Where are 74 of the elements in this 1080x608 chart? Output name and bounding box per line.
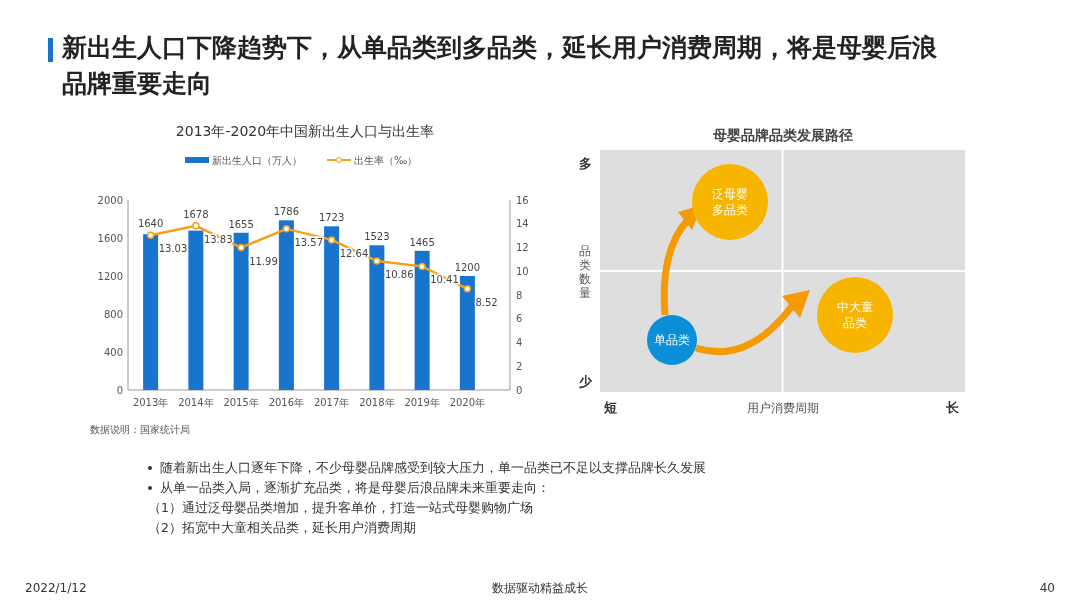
point [282,225,291,233]
data-label: 1655 [228,218,254,230]
x-tick-label: 2015年 [223,397,259,408]
text: 母婴品牌品类发展路径 [712,127,853,143]
y2-tick-label: 2 [516,360,523,372]
bar [143,234,159,390]
y-tick-label: 800 [103,308,123,320]
point [237,243,245,252]
x-tick-label: 2014年 [178,397,214,408]
point [373,257,381,265]
y2-tick-label: 10 [516,265,529,277]
x-tick-label: 2016年 [268,397,305,408]
x-tick-label: 2013年 [132,397,169,408]
text: 40 [1039,581,1055,595]
bar [188,230,204,390]
text: 数据驱动精益成长 [492,581,588,595]
bar [324,226,340,390]
data-label: 1523 [364,231,390,243]
text: 中大童品类 [837,300,873,330]
text: 短 [602,400,617,415]
point [418,262,426,271]
y2-tick-label: 0 [516,384,523,396]
text: 单品类 [654,333,690,347]
bar [278,220,294,390]
bar [233,232,249,390]
y2-tick-label: 14 [516,218,529,230]
text: 长 [944,400,960,415]
legend-label: 新出生人口（万人） [212,155,302,166]
data-label: 11.99 [249,255,278,267]
y2-tick-label: 4 [516,337,523,348]
y-tick-label: 0 [116,384,123,396]
text: 随着新出生人口逐年下降，不少母婴品牌感受到较大压力，单一品类已不足以支撑品牌长久发展 [160,460,706,475]
data-label: 8.52 [475,296,498,308]
y-tick-label: 2000 [97,194,123,206]
data-label: 1200 [454,262,481,273]
y2-tick-label: 6 [516,313,523,325]
text: 2022/1/12 [25,581,87,595]
y-tick-label: 1600 [97,232,123,244]
bar [414,250,430,390]
text: （2）拓宽中大童相关品类，延长用户消费周期 [148,520,416,535]
text: 泛母婴多品类 [712,187,748,217]
point [146,231,155,240]
bar [369,245,385,390]
y-tick-label: 1200 [97,270,123,282]
y-tick-label: 400 [103,346,123,358]
data-label: 1465 [409,236,435,248]
data-label: 1678 [183,208,209,220]
y2-tick-label: 12 [516,242,529,253]
legend-label: 出生率（‰） [354,155,418,166]
point [463,285,472,293]
x-tick-label: 2020年 [449,397,486,408]
text: 从单一品类入局，逐渐扩充品类，将是母婴后浪品牌未来重要走向： [160,480,550,495]
x-tick-label: 2019年 [404,397,440,408]
x-tick-label: 2018年 [359,397,395,408]
y2-tick-label: 16 [516,194,529,206]
data-label: 1723 [318,212,345,224]
data-label: 10.86 [384,269,414,281]
data-label: 1786 [273,206,300,218]
text: 品类数量 [579,244,591,300]
data-label: 13.57 [294,236,324,248]
text: 多 [578,156,592,171]
text: （1）通过泛母婴品类增加，提升客单价，打造一站式母婴购物广场 [148,500,533,515]
text: 数据说明：国家统计局 [90,424,190,435]
chart-title: 2013年-2020年中国新出生人口与出生率 [175,123,435,139]
data-label: 13.03 [158,243,188,255]
point [192,222,200,230]
text: 少 [577,374,593,389]
point [327,236,336,244]
text: 新出生人口下降趋势下，从单品类到多品类，延长用户消费周期，将是母婴后浪品牌重要走向 [62,32,938,100]
x-tick-label: 2017年 [313,397,350,408]
data-label: 1640 [137,218,164,230]
bar [459,276,475,390]
y2-tick-label: 8 [516,289,523,301]
text: 用户消费周期 [746,401,819,415]
